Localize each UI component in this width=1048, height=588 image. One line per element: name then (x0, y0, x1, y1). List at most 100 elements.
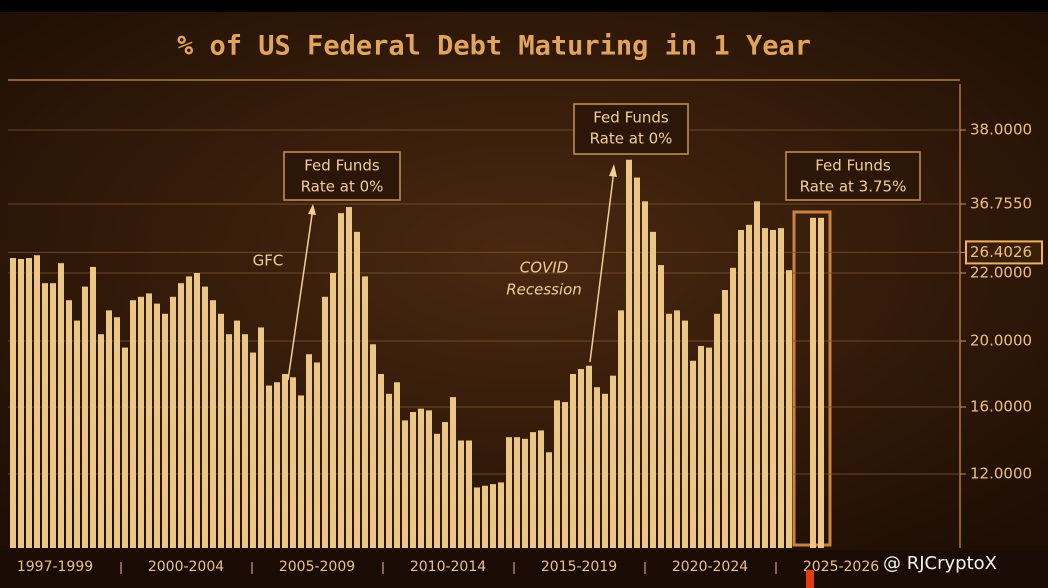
bar (282, 374, 288, 548)
bar (810, 217, 816, 548)
bar (466, 440, 472, 548)
bar (290, 377, 296, 548)
bar (410, 412, 416, 548)
bar (722, 290, 728, 548)
bar (346, 207, 352, 548)
bar (218, 313, 224, 548)
bar (242, 334, 248, 548)
annotation-box (785, 151, 921, 201)
bar (194, 273, 200, 548)
bar (778, 228, 784, 548)
bar (18, 258, 24, 548)
bar (746, 224, 752, 548)
arrow-head (609, 164, 617, 177)
bar (450, 397, 456, 548)
bar (226, 334, 232, 548)
bar (122, 347, 128, 548)
bar (250, 352, 256, 548)
bar (458, 440, 464, 548)
annotation: Rate at 0% (301, 178, 384, 196)
y-tick-label: 20.0000 (970, 332, 1032, 350)
bar (402, 420, 408, 548)
annotation: Recession (506, 281, 582, 299)
bar (786, 270, 792, 548)
bar (682, 320, 688, 548)
y-tick-label: 12.0000 (970, 465, 1032, 483)
bar (322, 296, 328, 548)
bar (482, 485, 488, 548)
bar (74, 320, 80, 548)
bar (586, 365, 592, 548)
annotation: COVID (520, 259, 569, 277)
bar (618, 310, 624, 548)
bar (418, 408, 424, 548)
bar (106, 310, 112, 548)
bar (10, 258, 16, 548)
x-period-label: 2025-2026 (803, 559, 879, 575)
arrow (287, 207, 314, 381)
x-period-label: 2015-2019 (541, 559, 617, 575)
bar (754, 201, 760, 548)
bar (818, 217, 824, 548)
bar (306, 354, 312, 548)
bar (498, 482, 504, 548)
bar (26, 258, 32, 548)
bar (138, 296, 144, 548)
arrow (589, 169, 615, 363)
bar (210, 300, 216, 548)
bar (386, 393, 392, 548)
y-tick-label: 36.7550 (970, 195, 1032, 213)
x-period-label: 2010-2014 (410, 559, 486, 575)
bar (378, 374, 384, 548)
bar (42, 283, 48, 548)
annotation: Fed Funds (304, 157, 380, 175)
bar (130, 300, 136, 548)
bar (714, 313, 720, 548)
bar (90, 266, 96, 548)
bar (578, 369, 584, 548)
bar (362, 276, 368, 548)
bar (538, 430, 544, 548)
annotation: GFC (253, 252, 284, 270)
bar (154, 303, 160, 548)
x-period-label: 2020-2024 (672, 559, 748, 575)
bar (570, 374, 576, 548)
arrow-head (308, 204, 316, 215)
bar (546, 452, 552, 548)
bar (602, 393, 608, 548)
bar (666, 313, 672, 548)
bar (650, 231, 656, 549)
bar (354, 231, 360, 549)
bar (490, 484, 496, 548)
bar (530, 432, 536, 548)
bar (610, 375, 616, 548)
annotation: Rate at 0% (590, 130, 673, 148)
bar (338, 213, 344, 548)
bar (274, 382, 280, 548)
bar (50, 283, 56, 548)
bar (202, 286, 208, 548)
bar (562, 402, 568, 548)
bar (690, 360, 696, 548)
bar (162, 313, 168, 548)
y-tick-label: 22.0000 (970, 264, 1032, 282)
x-period-label: 2005-2009 (279, 559, 355, 575)
bar (170, 296, 176, 548)
bar (266, 385, 272, 548)
bar (522, 438, 528, 548)
current-value-box (965, 240, 1043, 265)
bar (298, 395, 304, 548)
bar (426, 410, 432, 548)
x-period-label: 2000-2004 (148, 559, 224, 575)
bar (394, 382, 400, 548)
bar (370, 344, 376, 548)
bar (98, 334, 104, 548)
bar (634, 177, 640, 548)
bar (762, 228, 768, 548)
bar (434, 433, 440, 548)
bar (706, 347, 712, 548)
x-period-label: 1997-1999 (17, 559, 93, 575)
bar (146, 293, 152, 548)
x-axis-strip (0, 550, 1048, 588)
